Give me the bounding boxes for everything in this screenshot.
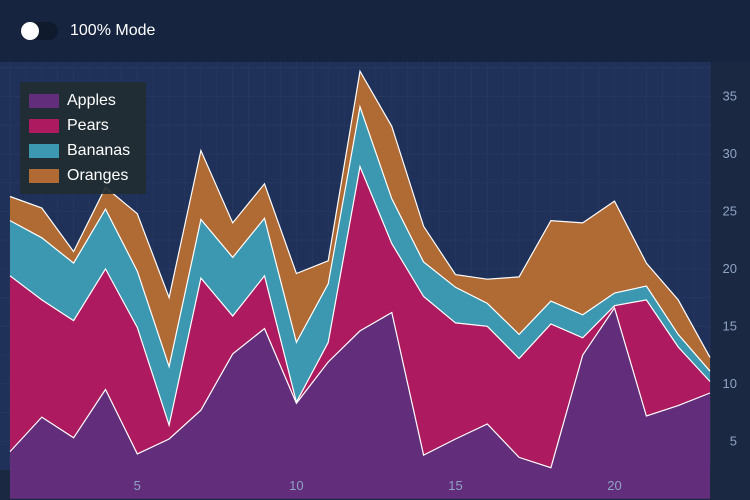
y-tick-label: 5	[730, 433, 737, 448]
legend: Apples Pears Bananas Oranges	[20, 82, 146, 194]
y-tick-label: 25	[723, 203, 737, 218]
area-bananas	[10, 106, 710, 426]
y-axis-ticks: 5 10 15 20 25 30 35	[723, 88, 737, 448]
legend-item-apples[interactable]: Apples	[29, 90, 116, 112]
area-apples	[10, 307, 710, 499]
toggle-label: 100% Mode	[70, 22, 156, 39]
legend-item-pears[interactable]: Pears	[29, 115, 109, 137]
top-bar: 100% Mode	[0, 0, 750, 62]
y-tick-label: 10	[723, 376, 737, 391]
line-oranges	[9, 69, 711, 358]
legend-label-pears: Pears	[67, 117, 109, 134]
legend-item-bananas[interactable]: Bananas	[29, 140, 130, 162]
series-lines	[9, 69, 711, 469]
y-tick-label: 20	[723, 261, 737, 276]
legend-label-apples: Apples	[67, 92, 116, 109]
stacked-area-chart: 5 10 15 20 5 10 15 20 25 30 35	[0, 62, 737, 499]
y-tick-label: 30	[723, 146, 737, 161]
y-tick-label: 15	[723, 318, 737, 333]
legend-item-oranges[interactable]: Oranges	[29, 165, 128, 187]
area-pears	[10, 166, 710, 468]
toggle-knob	[21, 22, 39, 40]
line-apples	[9, 306, 711, 469]
line-pears	[9, 164, 711, 428]
legend-swatch-bananas	[29, 144, 59, 158]
legend-swatch-pears	[29, 119, 59, 133]
x-axis-ticks: 5 10 15 20	[134, 478, 622, 493]
line-bananas	[9, 104, 711, 372]
area-series	[10, 71, 710, 499]
x-tick-label: 15	[448, 478, 462, 493]
percent-mode-toggle[interactable]	[20, 22, 58, 40]
legend-swatch-oranges	[29, 169, 59, 183]
legend-swatch-apples	[29, 94, 59, 108]
x-tick-label: 5	[134, 478, 141, 493]
x-tick-label: 20	[607, 478, 621, 493]
x-tick-label: 10	[289, 478, 303, 493]
legend-label-bananas: Bananas	[67, 142, 131, 159]
legend-label-oranges: Oranges	[67, 167, 129, 184]
y-tick-label: 35	[723, 88, 737, 103]
area-oranges	[10, 71, 710, 372]
